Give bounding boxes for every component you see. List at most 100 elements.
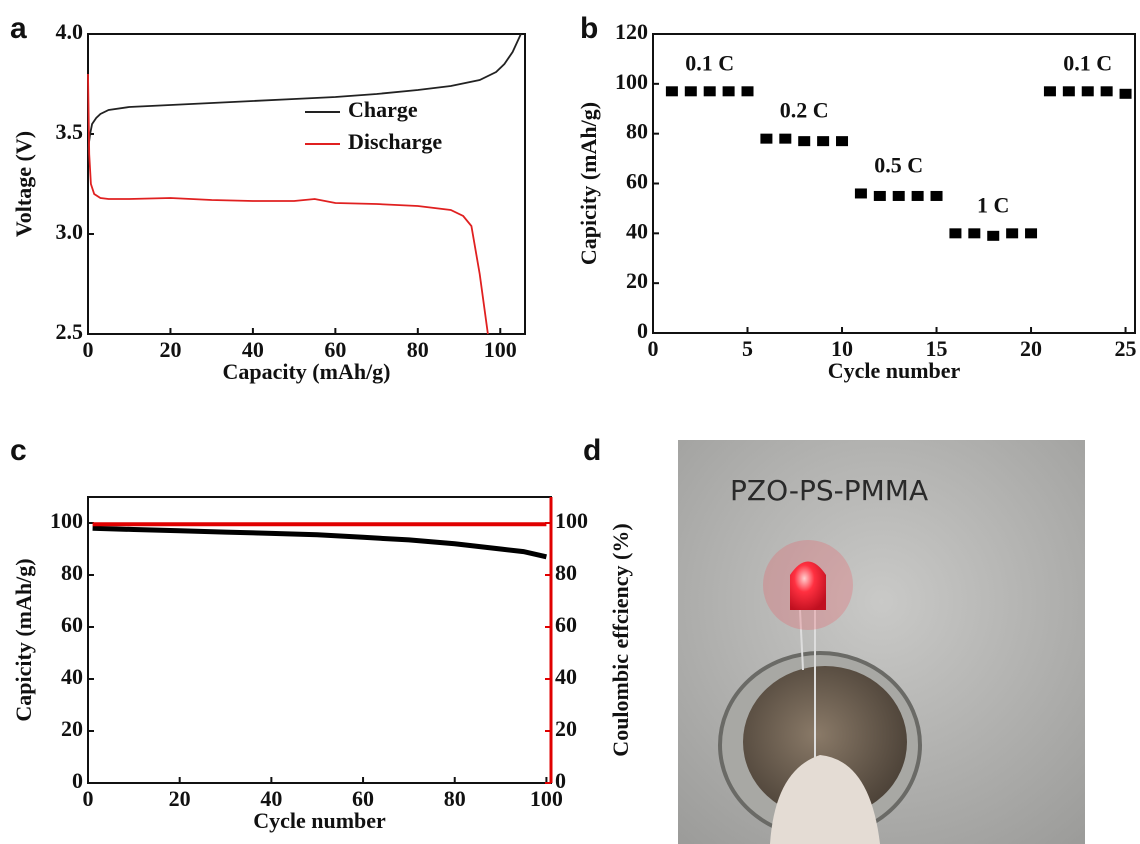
y2-tick-label: 0 <box>555 768 566 793</box>
x-tick-label: 20 <box>169 786 191 811</box>
panel-label: c <box>10 434 27 467</box>
finger <box>770 755 880 844</box>
panel-label: a <box>10 12 27 45</box>
annotation: 0.1 C <box>1063 50 1112 75</box>
y-tick-label: 0 <box>72 768 83 793</box>
data-point <box>1025 228 1038 239</box>
annotation: 0.5 C <box>874 153 923 178</box>
plot-frame <box>652 33 1136 334</box>
panel-label: d <box>583 434 601 467</box>
x-tick-label: 0 <box>83 786 94 811</box>
y-axis-title: Capicity (mAh/g) <box>11 558 36 721</box>
photo: PZO-PS-PMMA d <box>583 434 1085 844</box>
data-point <box>930 190 943 201</box>
x-tick-label: 80 <box>444 786 466 811</box>
data-point <box>1006 228 1019 239</box>
photo-caption: PZO-PS-PMMA <box>730 474 928 507</box>
data-point <box>722 86 735 97</box>
y-tick-label: 40 <box>61 664 83 689</box>
data-point <box>1043 86 1056 97</box>
x-tick-label: 60 <box>352 786 374 811</box>
x-tick-label: 40 <box>242 337 264 362</box>
x-tick-label: 40 <box>260 786 282 811</box>
x-tick-label: 15 <box>926 336 948 361</box>
x-tick-label: 60 <box>324 337 346 362</box>
y-tick-label: 4.0 <box>56 19 84 44</box>
legend-label: Discharge <box>348 129 442 154</box>
chart: a 0 20 40 60 80 100 2.5 3.0 3.5 4.0 Capacity (mAh/g… <box>10 12 526 384</box>
data-point <box>968 228 981 239</box>
y2-tick-label: 80 <box>555 560 577 585</box>
y-tick-label: 80 <box>626 119 648 144</box>
x-tick-label: 100 <box>530 786 563 811</box>
coin-cell-face <box>743 666 907 818</box>
data-point <box>987 230 1000 241</box>
data-point <box>741 86 754 97</box>
x-tick-label: 25 <box>1115 336 1137 361</box>
plot-frame <box>87 496 552 784</box>
data-line <box>92 525 547 560</box>
data-point <box>665 86 678 97</box>
chart: b 0 5 10 15 20 25 0 20 40 60 80 100 120 Cycle number Ca… <box>576 12 1137 383</box>
y-tick-label: 20 <box>61 716 83 741</box>
y-tick-label: 3.5 <box>56 119 84 144</box>
y-tick-label: 100 <box>615 69 648 94</box>
data-point <box>1062 86 1075 97</box>
data-point <box>854 188 867 199</box>
x-tick-label: 20 <box>1020 336 1042 361</box>
y2-tick-label: 60 <box>555 612 577 637</box>
data-line <box>87 73 489 335</box>
y-axis-title: Voltage (V) <box>11 131 36 237</box>
data-point <box>1119 88 1132 99</box>
x-tick-label: 100 <box>484 337 517 362</box>
data-line <box>87 33 522 151</box>
x-tick-label: 0 <box>648 336 659 361</box>
annotation: 0.2 C <box>780 98 829 123</box>
data-point <box>817 136 830 147</box>
y-tick-label: 100 <box>50 508 83 533</box>
data-point <box>873 190 886 201</box>
x-tick-label: 80 <box>407 337 429 362</box>
plot-frame <box>87 33 526 335</box>
y-tick-label: 20 <box>626 268 648 293</box>
data-point <box>798 136 811 147</box>
panel-label: b <box>580 12 598 45</box>
annotation: 1 C <box>977 192 1009 217</box>
y2-axis-title: Coulombic effciency (%) <box>608 523 633 756</box>
y-tick-label: 40 <box>626 218 648 243</box>
annotation: 0.1 C <box>685 50 734 75</box>
data-point <box>703 86 716 97</box>
legend-label: Charge <box>348 97 418 122</box>
y-tick-label: 2.5 <box>56 319 84 344</box>
y-axis-title: Capicity (mAh/g) <box>576 102 601 265</box>
data-point <box>779 133 792 144</box>
x-tick-label: 5 <box>742 336 753 361</box>
y2-tick-label: 20 <box>555 716 577 741</box>
data-point <box>892 190 905 201</box>
data-point <box>684 86 697 97</box>
chart: c0 20 40 60 80 100020406080100020406080100Cyc… <box>10 434 633 833</box>
led <box>790 561 826 610</box>
y2-tick-label: 40 <box>555 664 577 689</box>
led-lead <box>799 609 804 671</box>
data-point <box>1081 86 1094 97</box>
x-tick-label: 20 <box>159 337 181 362</box>
y-tick-label: 60 <box>626 169 648 194</box>
data-point <box>1100 86 1113 97</box>
x-axis-title: Cycle number <box>253 808 386 833</box>
x-axis-title: Capacity (mAh/g) <box>222 359 390 384</box>
x-tick-label: 10 <box>831 336 853 361</box>
y-tick-label: 120 <box>615 19 648 44</box>
y-tick-label: 60 <box>61 612 83 637</box>
data-point <box>760 133 773 144</box>
y-tick-label: 0 <box>637 318 648 343</box>
y-tick-label: 3.0 <box>56 219 84 244</box>
data-point <box>836 136 849 147</box>
x-axis-title: Cycle number <box>828 358 961 383</box>
y-tick-label: 80 <box>61 560 83 585</box>
y2-tick-label: 100 <box>555 508 588 533</box>
data-point <box>911 190 924 201</box>
x-tick-label: 0 <box>83 337 94 362</box>
data-point <box>949 228 962 239</box>
